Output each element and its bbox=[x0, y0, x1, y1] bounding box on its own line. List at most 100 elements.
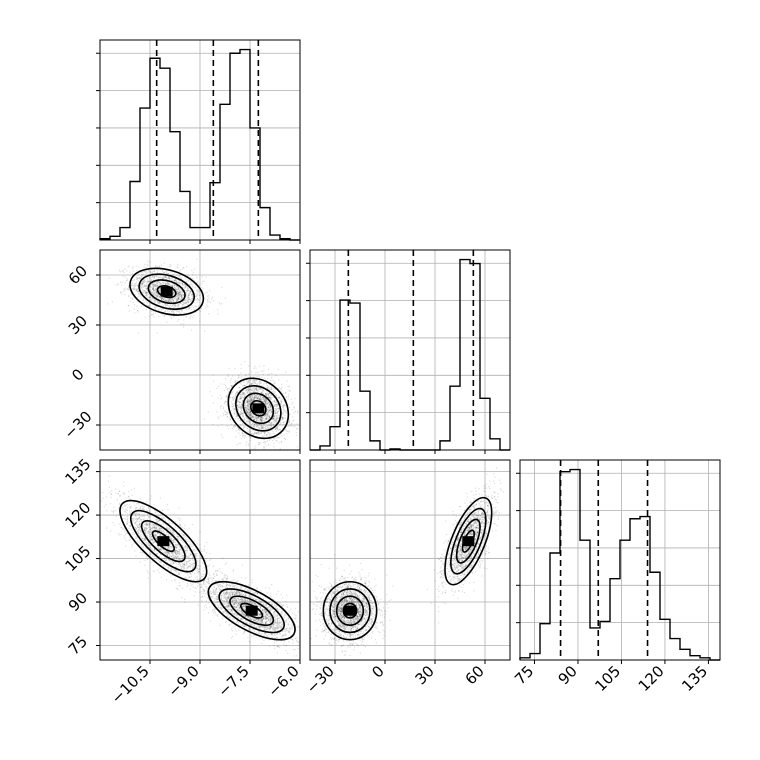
sample-point bbox=[261, 419, 263, 421]
sample-point bbox=[168, 560, 171, 562]
sample-point bbox=[166, 308, 168, 310]
sample-point bbox=[192, 316, 194, 319]
sample-point bbox=[174, 552, 176, 554]
sample-point bbox=[245, 411, 247, 414]
sample-point bbox=[249, 387, 251, 389]
sample-point bbox=[196, 288, 198, 291]
sample-point bbox=[239, 442, 242, 444]
sample-point bbox=[149, 525, 151, 527]
sample-point bbox=[167, 273, 169, 275]
sample-point bbox=[182, 326, 185, 328]
sample-point bbox=[249, 411, 252, 413]
sample-point bbox=[168, 278, 171, 281]
sample-point bbox=[134, 526, 136, 529]
sample-point bbox=[115, 284, 117, 286]
sample-point bbox=[263, 423, 265, 426]
sample-point bbox=[165, 275, 167, 277]
sample-point bbox=[158, 287, 160, 289]
sample-point bbox=[264, 442, 266, 445]
sample-point bbox=[250, 414, 252, 416]
sample-point bbox=[145, 285, 148, 287]
sample-point bbox=[193, 268, 195, 270]
sample-point bbox=[137, 290, 140, 292]
sample-point bbox=[269, 397, 271, 399]
sample-point bbox=[144, 286, 146, 288]
sample-point bbox=[154, 548, 156, 551]
sample-point bbox=[261, 400, 264, 403]
sample-point bbox=[213, 380, 215, 382]
sample-point bbox=[172, 293, 174, 295]
sample-point bbox=[186, 551, 188, 553]
sample-point bbox=[154, 536, 157, 538]
sample-point bbox=[196, 276, 198, 278]
sample-point bbox=[255, 418, 257, 420]
sample-point bbox=[250, 382, 252, 385]
sample-point bbox=[240, 372, 242, 374]
sample-point bbox=[188, 559, 191, 561]
sample-point bbox=[251, 389, 253, 391]
sample-point bbox=[122, 275, 124, 277]
sample-point bbox=[274, 403, 277, 406]
sample-point bbox=[271, 439, 274, 442]
sample-point bbox=[177, 553, 179, 555]
sample-point bbox=[134, 282, 136, 284]
sample-point bbox=[255, 387, 257, 389]
sample-point bbox=[166, 561, 168, 563]
sample-point bbox=[250, 402, 252, 404]
sample-point bbox=[162, 308, 164, 310]
sample-point bbox=[179, 562, 181, 564]
sample-point bbox=[250, 411, 252, 413]
sample-point bbox=[269, 421, 271, 423]
sample-point bbox=[170, 265, 172, 267]
sample-point bbox=[158, 547, 160, 549]
sample-point bbox=[260, 417, 263, 419]
sample-point bbox=[284, 414, 286, 416]
sample-point bbox=[246, 410, 248, 412]
sample-point bbox=[133, 308, 135, 310]
sample-point bbox=[187, 572, 189, 574]
sample-point bbox=[249, 391, 252, 394]
sample-point bbox=[246, 391, 249, 394]
sample-point bbox=[260, 400, 262, 402]
sample-point bbox=[276, 427, 278, 430]
sample-point bbox=[164, 519, 166, 521]
sample-point bbox=[237, 404, 239, 406]
sample-point bbox=[191, 523, 193, 526]
sample-point bbox=[217, 313, 219, 315]
sample-point bbox=[160, 549, 162, 551]
sample-point bbox=[207, 580, 210, 582]
sample-point bbox=[279, 421, 281, 423]
sample-point bbox=[257, 397, 259, 399]
sample-point bbox=[159, 553, 162, 555]
sample-point bbox=[152, 287, 155, 289]
sample-point bbox=[281, 413, 283, 416]
sample-point bbox=[137, 513, 139, 515]
sample-point bbox=[158, 301, 161, 303]
sample-point bbox=[173, 287, 176, 289]
sample-point bbox=[166, 304, 168, 306]
sample-point bbox=[271, 394, 273, 396]
sample-point bbox=[243, 402, 245, 404]
sample-point bbox=[178, 573, 180, 575]
sample-point bbox=[259, 413, 261, 415]
sample-point bbox=[241, 396, 243, 398]
sample-point bbox=[283, 409, 285, 411]
sample-point bbox=[291, 422, 293, 425]
sample-point bbox=[245, 389, 247, 392]
sample-point bbox=[281, 412, 283, 414]
sample-point bbox=[169, 299, 171, 301]
sample-point bbox=[251, 416, 253, 418]
sample-point bbox=[246, 401, 248, 403]
sample-point bbox=[188, 556, 190, 558]
sample-point bbox=[178, 293, 180, 295]
sample-point bbox=[255, 371, 257, 374]
sample-point bbox=[158, 280, 160, 282]
sample-point bbox=[284, 439, 286, 441]
sample-point bbox=[127, 304, 130, 306]
sample-point bbox=[148, 281, 150, 283]
sample-point bbox=[139, 294, 141, 296]
sample-point bbox=[250, 383, 252, 385]
sample-point bbox=[280, 423, 282, 425]
sample-point bbox=[165, 564, 167, 566]
sample-point bbox=[239, 408, 242, 410]
